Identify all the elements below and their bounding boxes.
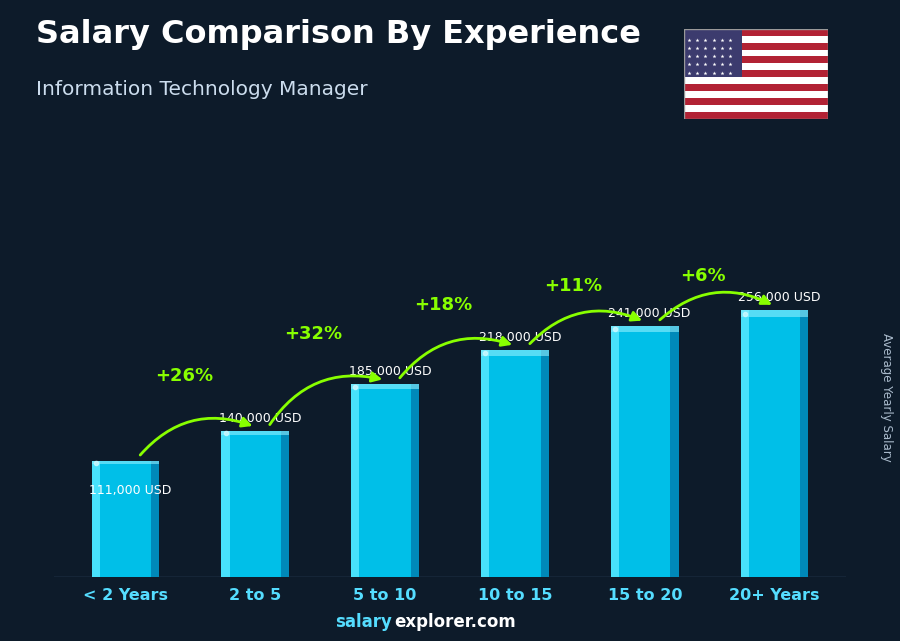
FancyBboxPatch shape xyxy=(92,462,159,577)
Text: +26%: +26% xyxy=(155,367,213,385)
FancyBboxPatch shape xyxy=(351,384,418,577)
Text: Information Technology Manager: Information Technology Manager xyxy=(36,80,367,99)
Text: +11%: +11% xyxy=(544,278,602,296)
Bar xyxy=(684,91,828,98)
FancyBboxPatch shape xyxy=(281,431,289,577)
Bar xyxy=(684,84,828,91)
Bar xyxy=(684,36,828,43)
FancyBboxPatch shape xyxy=(92,462,100,577)
Bar xyxy=(684,29,742,77)
Text: +18%: +18% xyxy=(414,296,472,314)
Text: +32%: +32% xyxy=(284,325,343,343)
Bar xyxy=(684,112,828,119)
Text: Salary Comparison By Experience: Salary Comparison By Experience xyxy=(36,19,641,50)
Bar xyxy=(684,71,828,77)
Text: 256,000 USD: 256,000 USD xyxy=(738,291,821,304)
Text: +6%: +6% xyxy=(680,267,726,285)
FancyBboxPatch shape xyxy=(351,384,418,389)
Text: 185,000 USD: 185,000 USD xyxy=(348,365,431,378)
Text: Average Yearly Salary: Average Yearly Salary xyxy=(880,333,893,462)
FancyBboxPatch shape xyxy=(541,350,549,577)
Bar xyxy=(684,56,828,63)
FancyBboxPatch shape xyxy=(151,462,159,577)
FancyBboxPatch shape xyxy=(482,350,490,577)
FancyBboxPatch shape xyxy=(221,431,230,577)
Bar xyxy=(684,77,828,84)
FancyBboxPatch shape xyxy=(670,326,679,577)
FancyBboxPatch shape xyxy=(92,462,159,464)
FancyBboxPatch shape xyxy=(741,310,808,317)
FancyBboxPatch shape xyxy=(611,326,679,332)
FancyBboxPatch shape xyxy=(741,310,749,577)
Bar xyxy=(684,98,828,104)
FancyBboxPatch shape xyxy=(482,350,549,577)
Bar xyxy=(684,49,828,56)
Text: 218,000 USD: 218,000 USD xyxy=(479,331,561,344)
FancyBboxPatch shape xyxy=(611,326,679,577)
FancyBboxPatch shape xyxy=(611,326,619,577)
Bar xyxy=(684,43,828,49)
Text: 241,000 USD: 241,000 USD xyxy=(608,306,691,320)
FancyBboxPatch shape xyxy=(482,350,549,356)
Text: 111,000 USD: 111,000 USD xyxy=(89,484,171,497)
FancyBboxPatch shape xyxy=(800,310,808,577)
Text: explorer.com: explorer.com xyxy=(394,613,516,631)
Bar xyxy=(684,29,828,36)
FancyBboxPatch shape xyxy=(351,384,359,577)
FancyBboxPatch shape xyxy=(741,310,808,577)
FancyBboxPatch shape xyxy=(221,431,289,435)
Text: salary: salary xyxy=(335,613,392,631)
FancyBboxPatch shape xyxy=(410,384,419,577)
FancyBboxPatch shape xyxy=(221,431,289,577)
Bar xyxy=(684,63,828,71)
Text: 140,000 USD: 140,000 USD xyxy=(219,412,302,425)
Bar xyxy=(684,104,828,112)
